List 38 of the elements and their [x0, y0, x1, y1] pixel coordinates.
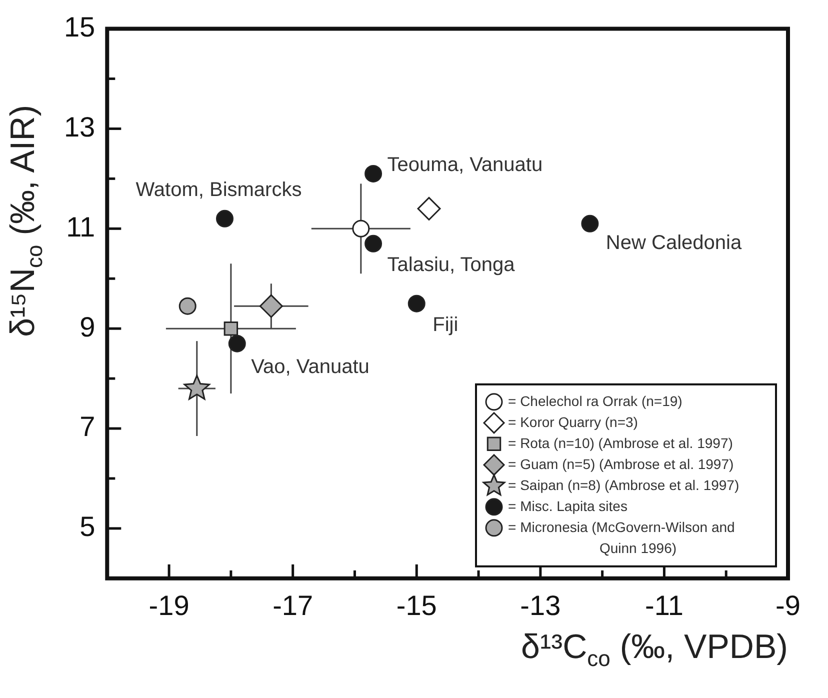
x-tick-label: -17 — [272, 590, 314, 621]
legend-label: = Koror Quarry (n=3) — [508, 414, 638, 430]
legend-label: = Rota (n=10) (Ambrose et al. 1997) — [508, 434, 733, 451]
y-tick-label: 7 — [80, 411, 96, 442]
annotation: Vao, Vanuatu — [251, 356, 370, 378]
legend-label: = Guam (n=5) (Ambrose et al. 1997) — [508, 456, 734, 472]
legend-label: = Micronesia (McGovern-Wilson and Quinn 1996) — [508, 518, 735, 556]
annotation: Talasiu, Tonga — [387, 254, 516, 276]
point — [364, 234, 382, 252]
y-tick-label: 11 — [66, 211, 96, 242]
point — [224, 321, 238, 336]
legend-label: = Misc. Lapita sites — [508, 498, 628, 514]
annotation: Watom, Bismarcks — [136, 179, 302, 202]
point — [352, 220, 370, 238]
point — [417, 196, 441, 220]
annotation: Teouma, Vanuatu — [387, 154, 543, 176]
point — [184, 374, 210, 400]
point — [178, 297, 196, 315]
y-tick-label: 9 — [80, 311, 96, 342]
legend-label: = Chelechol ra Orrak (n=19) — [508, 392, 682, 409]
x-tick-label: -11 — [645, 590, 684, 621]
x-tick-label: -9 — [776, 590, 800, 621]
point — [408, 294, 426, 312]
point — [228, 334, 246, 352]
x-tick-label: -19 — [148, 590, 190, 621]
x-tick-label: -15 — [396, 590, 437, 621]
point — [364, 164, 382, 182]
point — [216, 210, 234, 228]
point — [581, 214, 599, 232]
y-tick-label: 13 — [64, 111, 96, 142]
annotation: Fiji — [432, 314, 458, 336]
x-tick-label: -13 — [520, 590, 561, 621]
legend-label: = Saipan (n=8) (Ambrose et al. 1997) — [508, 476, 740, 493]
x-axis-title: δ¹³C$_{co}$ (‰, VPDB) — [521, 628, 788, 672]
y-tick-label: 5 — [80, 511, 96, 542]
point — [259, 294, 283, 318]
y-tick-label: 15 — [64, 12, 96, 43]
annotation: New Caledonia — [606, 232, 742, 254]
